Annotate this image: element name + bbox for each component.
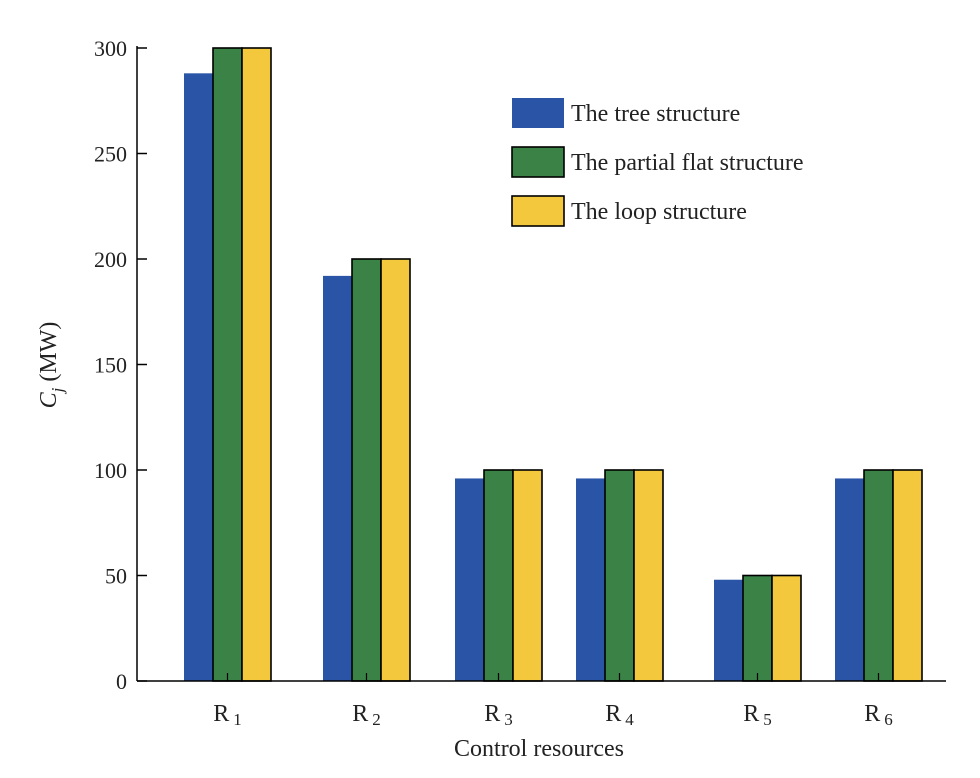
legend-label-3: The loop structure <box>571 199 747 225</box>
y-tick-label-100: 100 <box>94 458 127 483</box>
y-tick-label-250: 250 <box>94 142 127 167</box>
y-tick-label-150: 150 <box>94 353 127 378</box>
bar-2-r6 <box>863 469 894 682</box>
y-axis-unit: (MW) <box>36 322 62 382</box>
bar-2-r2 <box>351 258 382 682</box>
bar-3-r5 <box>771 574 802 682</box>
legend-label-1: The tree structure <box>571 101 740 127</box>
y-tick-label-200: 200 <box>94 247 127 272</box>
y-tick-label-0: 0 <box>116 669 127 694</box>
bar-3-r1 <box>241 47 272 682</box>
bar-1-r3 <box>455 478 484 681</box>
bar-2-r5 <box>742 574 773 682</box>
bar-3-r2 <box>380 258 411 682</box>
y-tick-label-50: 50 <box>105 564 127 589</box>
bars-group <box>184 47 923 682</box>
legend-label-2: The partial flat structure <box>571 150 804 176</box>
legend: The tree structure The partial flat struc… <box>511 98 804 227</box>
y-axis-title: Cj (MW) <box>36 322 67 409</box>
y-tick-label-300: 300 <box>94 36 127 61</box>
y-axis-var-sub: j <box>48 387 67 394</box>
bar-1-r4 <box>576 478 605 681</box>
x-axis-title: Control resources <box>454 736 624 762</box>
bar-2-r1 <box>212 47 243 682</box>
bar-1-r6 <box>835 478 864 681</box>
y-axis-var: C <box>36 391 62 408</box>
legend-swatch-3 <box>511 195 565 227</box>
bar-3-r4 <box>633 469 664 682</box>
bar-1-r1 <box>184 73 213 681</box>
bar-3-r6 <box>892 469 923 682</box>
bar-3-r3 <box>512 469 543 682</box>
legend-swatch-2 <box>511 146 565 178</box>
legend-swatch-1 <box>512 98 564 128</box>
bar-2-r4 <box>604 469 635 682</box>
y-ticks-group: 0 50 100 150 200 250 300 <box>94 36 147 694</box>
bar-1-r5 <box>714 579 743 681</box>
bar-2-r3 <box>483 469 514 682</box>
bar-1-r2 <box>323 275 352 681</box>
